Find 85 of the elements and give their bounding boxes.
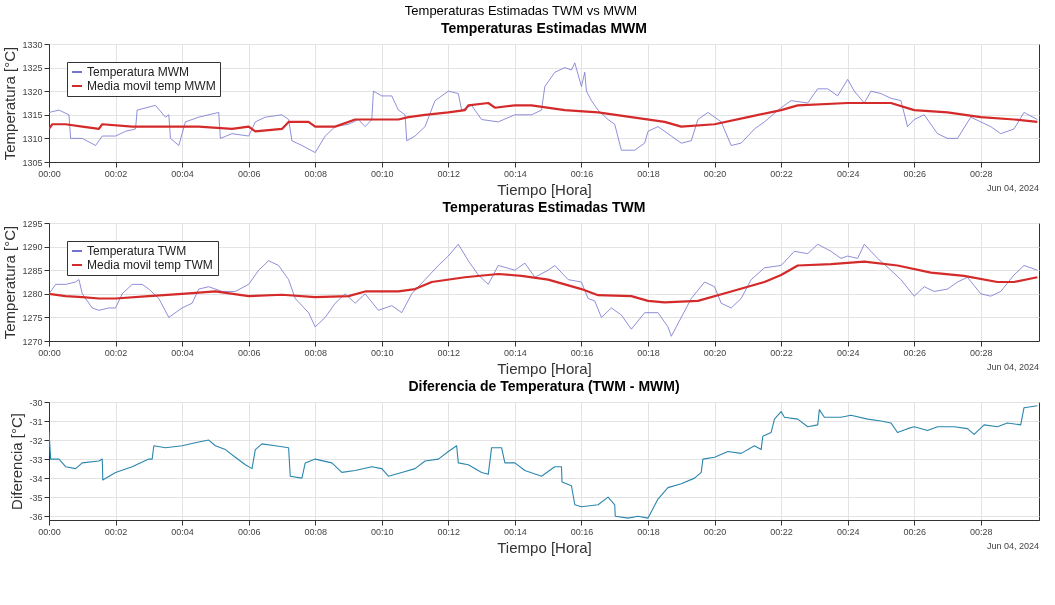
y-tick-label: 1310 bbox=[22, 133, 43, 144]
y-tick-label: -34 bbox=[29, 473, 43, 484]
x-tick-label: 00:16 bbox=[570, 526, 594, 537]
text: Jun 04, 2024 bbox=[986, 183, 1039, 193]
line-series bbox=[49, 62, 1038, 153]
y-tick-label: 1315 bbox=[22, 110, 43, 121]
y-tick-label: -36 bbox=[29, 511, 43, 522]
x-tick-label: 00:08 bbox=[304, 168, 327, 179]
x-axis-title: Tiempo [Hora] bbox=[497, 359, 592, 377]
y-tick-label: 1320 bbox=[22, 86, 43, 97]
x-tick-label: 00:26 bbox=[903, 526, 926, 537]
x-tick-label: 00:06 bbox=[237, 526, 261, 537]
x-tick-label: 00:14 bbox=[504, 526, 527, 537]
x-tick-label: 00:06 bbox=[237, 347, 261, 358]
line-series bbox=[49, 260, 1039, 304]
y-tick-label: 1285 bbox=[22, 265, 43, 276]
x-tick-label: 00:00 bbox=[38, 526, 61, 537]
y-tick-label: 1305 bbox=[22, 157, 43, 168]
y-tick-label: 1295 bbox=[22, 218, 43, 229]
y-tick-label: -30 bbox=[29, 397, 43, 408]
chart-title: Temperaturas Estimadas MWM bbox=[441, 20, 647, 36]
x-tick-label: 00:00 bbox=[38, 347, 61, 358]
y-tick-label: -33 bbox=[29, 454, 43, 465]
x-tick-label: 00:06 bbox=[237, 168, 261, 179]
legend-label: Temperatura MWM bbox=[87, 65, 190, 79]
x-tick-label: 00:04 bbox=[171, 526, 194, 537]
x-tick-label: 00:18 bbox=[637, 168, 660, 179]
legend-label: Media movil temp TWM bbox=[87, 258, 213, 272]
x-tick-label: 00:00 bbox=[38, 168, 61, 179]
x-tick-label: 00:12 bbox=[437, 526, 461, 537]
y-tick-label: 1330 bbox=[22, 39, 43, 50]
x-tick-label: 00:24 bbox=[836, 347, 860, 358]
x-tick-label: 00:28 bbox=[970, 526, 993, 537]
x-tick-label: 00:12 bbox=[437, 168, 461, 179]
y-tick-label: -35 bbox=[29, 492, 43, 503]
x-axis-title: Tiempo [Hora] bbox=[497, 538, 592, 556]
y-tick-label: 1290 bbox=[22, 242, 43, 253]
x-tick-label: 00:18 bbox=[637, 526, 660, 537]
chart-title: Temperaturas Estimadas TWM bbox=[442, 199, 646, 215]
y-tick-label: 1280 bbox=[22, 289, 43, 300]
y-axis-title: Temperatura [°C] bbox=[1, 225, 19, 340]
x-tick-label: 00:20 bbox=[703, 347, 727, 358]
y-tick-label: -32 bbox=[29, 435, 43, 446]
x-tick-label: 00:02 bbox=[104, 526, 128, 537]
text: Jun 04, 2024 bbox=[986, 362, 1039, 372]
x-tick-label: 00:18 bbox=[637, 347, 660, 358]
x-tick-label: 00:22 bbox=[770, 347, 793, 358]
x-tick-label: 00:02 bbox=[104, 168, 128, 179]
x-tick-label: 00:20 bbox=[703, 168, 727, 179]
y-tick-label: -31 bbox=[29, 416, 43, 427]
x-tick-label: 00:26 bbox=[903, 347, 926, 358]
x-tick-label: 00:16 bbox=[570, 347, 594, 358]
x-axis-title: Tiempo [Hora] bbox=[497, 180, 592, 198]
x-tick-label: 00:16 bbox=[570, 168, 594, 179]
line-series bbox=[49, 243, 1038, 337]
x-tick-label: 00:12 bbox=[437, 347, 461, 358]
text: Jun 04, 2024 bbox=[986, 541, 1039, 551]
y-axis-title: Temperatura [°C] bbox=[1, 46, 19, 161]
x-tick-label: 00:20 bbox=[703, 526, 727, 537]
x-tick-label: 00:10 bbox=[371, 168, 394, 179]
x-tick-label: 00:08 bbox=[304, 526, 327, 537]
chart-title: Diferencia de Temperatura (TWM - MWM) bbox=[408, 378, 680, 394]
line-series bbox=[49, 101, 1039, 133]
y-tick-label: 1325 bbox=[22, 63, 43, 74]
x-tick-label: 00:10 bbox=[371, 526, 394, 537]
x-tick-label: 00:14 bbox=[504, 347, 527, 358]
x-tick-label: 00:28 bbox=[970, 347, 993, 358]
x-tick-label: 00:04 bbox=[171, 347, 194, 358]
y-tick-label: 1270 bbox=[22, 336, 43, 347]
x-tick-label: 00:22 bbox=[770, 168, 793, 179]
x-tick-label: 00:10 bbox=[371, 347, 394, 358]
x-tick-label: 00:26 bbox=[903, 168, 926, 179]
x-tick-label: 00:02 bbox=[104, 347, 128, 358]
x-tick-label: 00:14 bbox=[504, 168, 527, 179]
x-tick-label: 00:22 bbox=[770, 526, 793, 537]
x-tick-label: 00:08 bbox=[304, 347, 327, 358]
text: Temperaturas Estimadas TWM vs MWM bbox=[404, 2, 638, 18]
x-tick-label: 00:28 bbox=[970, 168, 993, 179]
y-axis-title: Diferencia [°C] bbox=[8, 413, 26, 510]
x-tick-label: 00:24 bbox=[836, 526, 860, 537]
legend-label: Temperatura TWM bbox=[87, 244, 187, 258]
y-tick-label: 1275 bbox=[22, 312, 43, 323]
legend-label: Media movil temp MWM bbox=[87, 79, 216, 93]
x-tick-label: 00:24 bbox=[836, 168, 860, 179]
x-tick-label: 00:04 bbox=[171, 168, 194, 179]
